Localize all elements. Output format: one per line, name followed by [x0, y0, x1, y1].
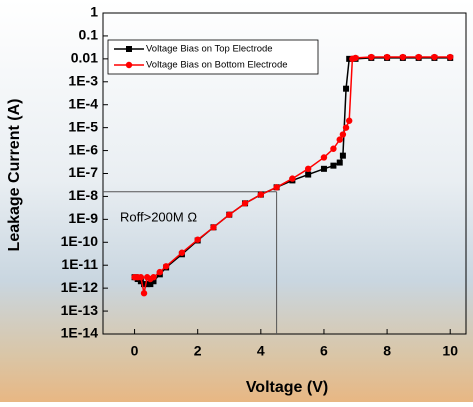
- marker: [343, 85, 350, 92]
- marker: [431, 53, 438, 61]
- x-tick-label: 6: [320, 343, 328, 359]
- x-tick-label: 10: [442, 343, 458, 359]
- y-tick-label: 1E-9: [68, 210, 98, 226]
- marker: [383, 53, 391, 61]
- marker: [305, 171, 312, 178]
- marker: [150, 278, 157, 285]
- marker: [273, 184, 280, 191]
- marker: [368, 53, 375, 61]
- x-tick-label: 4: [257, 343, 265, 359]
- y-tick-label: 1E-6: [68, 141, 98, 157]
- x-tick-label: 8: [383, 343, 391, 359]
- annotation: Roff>200M Ω: [120, 209, 197, 224]
- y-axis-title: Leakage Current (A): [6, 99, 23, 252]
- y-tick-label: 1E-3: [68, 72, 98, 88]
- marker: [447, 53, 454, 61]
- y-tick-label: 1E-10: [61, 233, 99, 249]
- y-tick-label: 1E-13: [61, 302, 99, 318]
- x-axis-title: Voltage (V): [246, 379, 328, 396]
- marker: [336, 136, 343, 143]
- legend-label: Voltage Bias on Top Electrode: [146, 44, 273, 55]
- y-tick-label: 1E-8: [68, 187, 98, 203]
- marker: [352, 54, 359, 62]
- x-tick-label: 2: [194, 343, 202, 359]
- y-tick-label: 1E-4: [68, 95, 98, 111]
- x-tick-label: 0: [131, 343, 139, 359]
- y-tick-label: 0.1: [79, 27, 99, 43]
- legend-marker: [126, 46, 132, 52]
- legend-marker: [125, 61, 133, 69]
- marker: [137, 278, 144, 285]
- marker: [194, 236, 201, 243]
- marker: [330, 145, 337, 152]
- marker: [150, 274, 157, 281]
- legend-label: Voltage Bias on Bottom Electrode: [146, 60, 288, 71]
- marker: [304, 165, 312, 173]
- marker: [210, 224, 217, 231]
- marker: [399, 53, 407, 61]
- y-tick-label: 1: [90, 4, 98, 20]
- y-tick-label: 1E-11: [61, 256, 98, 272]
- marker: [336, 159, 343, 166]
- marker: [339, 131, 347, 138]
- marker: [137, 274, 145, 281]
- marker: [156, 268, 164, 276]
- marker: [147, 281, 154, 288]
- marker: [178, 249, 186, 256]
- y-tick-label: 1E-7: [68, 164, 98, 180]
- marker: [339, 152, 346, 159]
- marker: [342, 124, 350, 131]
- marker: [141, 281, 148, 288]
- legend-box: [107, 39, 319, 75]
- y-tick-label: 0.01: [71, 50, 98, 66]
- marker: [241, 200, 249, 207]
- marker: [144, 281, 151, 288]
- marker: [257, 191, 265, 198]
- marker: [330, 162, 337, 169]
- marker: [346, 117, 353, 124]
- marker: [226, 211, 233, 218]
- marker: [320, 154, 328, 161]
- marker: [415, 53, 422, 61]
- marker: [289, 175, 296, 182]
- marker: [320, 165, 327, 172]
- marker: [140, 290, 148, 297]
- y-tick-label: 1E-14: [61, 325, 99, 341]
- y-tick-label: 1E-5: [68, 118, 98, 134]
- y-tick-label: 1E-12: [61, 279, 99, 295]
- marker: [162, 263, 170, 270]
